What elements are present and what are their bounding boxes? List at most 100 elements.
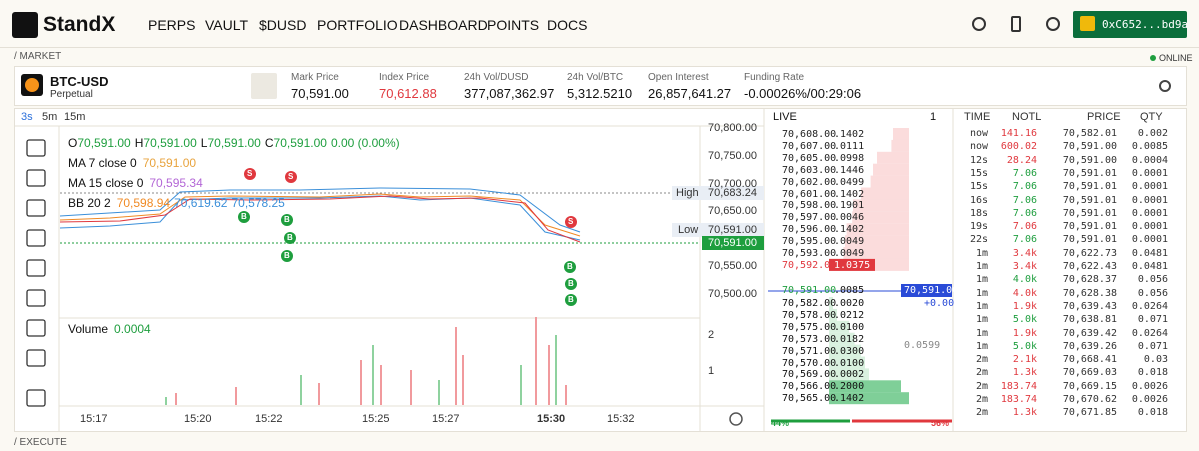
- trade-qty: 0.0026: [1131, 394, 1168, 405]
- ask-price: 70,596.00: [782, 224, 837, 236]
- bid-size: .2000: [834, 381, 865, 393]
- volume-bar-shape: [548, 345, 550, 405]
- trade-marker-label: B: [568, 279, 574, 288]
- stat-label: 24h Vol/DUSD: [464, 72, 529, 83]
- bb-lower: [59, 195, 581, 241]
- price-tick-label: 70,700.00: [708, 178, 757, 190]
- indicator-value: 70,619.62: [174, 196, 228, 210]
- price-tick-label: 70,750.00: [708, 150, 757, 162]
- trade-time: 19s: [969, 221, 988, 233]
- time-tick-label: 15:27: [432, 413, 460, 425]
- orderbook-depth[interactable]: 1: [930, 111, 937, 123]
- trade-qty: 0.018: [1137, 407, 1168, 419]
- logo[interactable]: StandX: [43, 13, 116, 36]
- time-tick-label: 15:20: [184, 413, 212, 425]
- chart-settings[interactable]: [729, 412, 743, 426]
- indicator-value: 70,591.00: [142, 156, 197, 170]
- nav-item[interactable]: DOCS: [547, 17, 588, 33]
- wallet-address[interactable]: 0xC652...bd9a: [1102, 18, 1189, 31]
- trade-time: 2m: [975, 380, 988, 392]
- volume-bar-shape: [565, 385, 567, 405]
- trade-time: 16s: [969, 194, 988, 206]
- time-tick-label: 15:32: [607, 413, 635, 425]
- trade-price: 70,591.01: [1062, 167, 1117, 179]
- top-bar: [0, 0, 1199, 48]
- bb-basis: [59, 193, 581, 237]
- stat-value: 70,612.88: [379, 86, 437, 101]
- status: ONLINE: [1159, 53, 1193, 63]
- trade-time: 12s: [969, 154, 988, 166]
- interval[interactable]: 15m: [64, 111, 86, 123]
- ohlc-key: C: [264, 136, 274, 150]
- ohlc-value: 70,591.00: [207, 136, 261, 150]
- stat-label: 24h Vol/BTC: [567, 72, 624, 83]
- logo-mark[interactable]: [12, 12, 38, 38]
- orderbook-title: LIVE: [773, 111, 797, 123]
- ma-line: [59, 195, 581, 243]
- trade-notional: 1.9k: [1012, 300, 1037, 312]
- volume-bar-shape: [318, 383, 320, 405]
- ask-depth: [845, 235, 909, 248]
- high-value: 70,683.24: [708, 187, 757, 199]
- trade-time: 1m: [975, 314, 988, 326]
- trades-header: TIME: [964, 111, 991, 123]
- trade-price: 70,639.43: [1062, 300, 1117, 312]
- nav-item[interactable]: $DUSD: [259, 17, 307, 33]
- nav-item[interactable]: DASHBOARD: [399, 17, 488, 33]
- stat-label: Mark Price: [291, 72, 339, 83]
- bid-depth: [829, 308, 837, 321]
- trade-time: 1m: [975, 340, 988, 352]
- ohlc-value: 70,591.00: [143, 136, 197, 150]
- symbol-dropdown[interactable]: [251, 73, 277, 99]
- settings-icon[interactable]: [1159, 80, 1171, 92]
- ohlc-change: 0.00 (0.00%): [330, 136, 400, 150]
- language-icon[interactable]: [1046, 17, 1060, 31]
- stat-value: 70,591.00: [291, 86, 349, 101]
- volume-label: Volume: [68, 322, 109, 336]
- bid-size: .1402: [834, 393, 865, 405]
- footer-breadcrumb: / EXECUTE: [14, 437, 67, 448]
- trade-notional: 2.1k: [1012, 354, 1037, 366]
- ask-price: 70,605.00: [782, 152, 837, 164]
- trade-price: 70,671.85: [1062, 407, 1117, 419]
- theme-icon[interactable]: [972, 17, 986, 31]
- trade-qty: 0.0481: [1131, 247, 1168, 259]
- trade-marker-label: B: [567, 262, 573, 271]
- trade-price: 70,628.38: [1062, 287, 1117, 299]
- trade-notional: 1.9k: [1012, 327, 1037, 339]
- drawing-tool: [26, 349, 46, 367]
- interval[interactable]: 5m: [42, 111, 58, 123]
- bid-size: .0020: [834, 298, 865, 309]
- nav-item[interactable]: POINTS: [487, 17, 540, 33]
- ask-size: .1901: [834, 200, 865, 212]
- interval[interactable]: 3s: [21, 111, 33, 123]
- ask-depth: [877, 151, 909, 164]
- low-badge: [672, 223, 764, 237]
- tv-logo: [70, 375, 110, 401]
- trade-notional: 5.0k: [1012, 314, 1037, 326]
- trade-marker-label: S: [288, 172, 294, 181]
- symbol[interactable]: BTC-USD: [50, 74, 109, 89]
- volume-bar-shape: [380, 365, 382, 405]
- trade-notional: 7.06: [1012, 234, 1037, 246]
- nav-item[interactable]: PORTFOLIO: [317, 17, 398, 33]
- volume-bar-shape: [235, 387, 237, 405]
- trade-qty: 0.0001: [1131, 194, 1168, 206]
- trade-notional: 5.0k: [1012, 340, 1037, 352]
- nav-item[interactable]: VAULT: [205, 17, 249, 33]
- bid-size: .0100: [834, 321, 865, 333]
- ask-size: .0499: [834, 176, 865, 188]
- mobile-icon[interactable]: [1011, 16, 1021, 32]
- drawing-tool: [26, 169, 46, 187]
- drawing-tool: [26, 199, 46, 217]
- bid-price: 70,571.00: [782, 345, 837, 357]
- trade-notional: 7.06: [1012, 207, 1037, 219]
- trade-time: 1m: [975, 300, 988, 312]
- breadcrumb: / MARKET: [14, 51, 62, 62]
- trades-header: PRICE: [1087, 111, 1121, 123]
- drawing-tool: [26, 229, 46, 247]
- ohlc-value: 70,591.00: [273, 136, 327, 150]
- trade-notional: 3.4k: [1012, 247, 1037, 259]
- ask-depth: [873, 163, 909, 176]
- nav-item[interactable]: PERPS: [148, 17, 196, 33]
